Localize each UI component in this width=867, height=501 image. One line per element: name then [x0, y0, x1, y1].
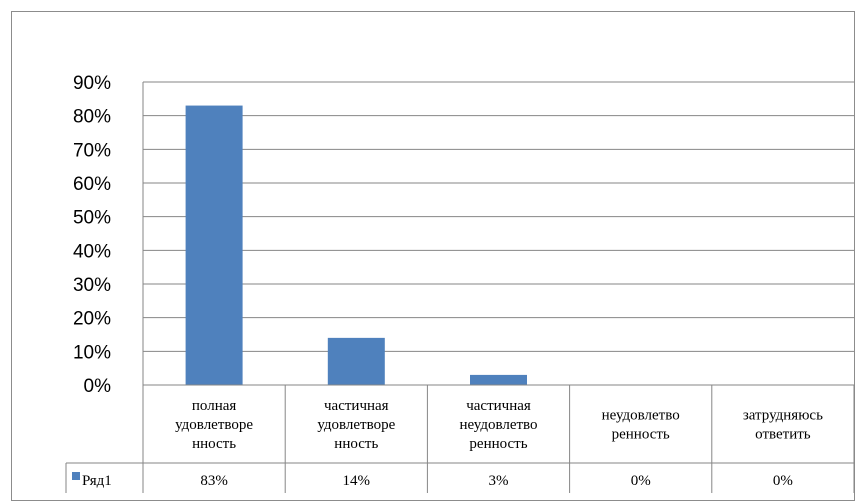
legend-label: Ряд1 [82, 473, 112, 489]
y-tick-label: 30% [73, 275, 111, 296]
y-tick-label: 40% [73, 241, 111, 262]
y-tick-label: 90% [73, 73, 111, 94]
y-tick-label: 10% [73, 342, 111, 363]
data-label: 0% [631, 473, 651, 489]
bar [470, 374, 527, 385]
y-tick-label: 20% [73, 309, 111, 330]
data-label: 14% [343, 473, 371, 489]
category-label: полная удовлетворе нность [175, 398, 253, 452]
data-label: 83% [200, 473, 228, 489]
data-label: 3% [489, 473, 509, 489]
bar [327, 337, 385, 385]
category-label: затрудняюсь ответить [743, 408, 823, 443]
chart-frame [11, 11, 855, 501]
category-label: неудовлетво ренность [602, 408, 680, 443]
data-label: 0% [773, 473, 793, 489]
y-tick-label: 60% [73, 174, 111, 195]
y-tick-label: 50% [73, 208, 111, 229]
category-label: частичная неудовлетво ренность [459, 398, 537, 452]
category-label: частичная удовлетворе нность [317, 398, 395, 452]
legend-swatch [72, 472, 80, 480]
bar [185, 105, 243, 386]
y-tick-label: 70% [73, 140, 111, 161]
y-tick-label: 0% [84, 376, 112, 397]
y-tick-label: 80% [73, 107, 111, 128]
